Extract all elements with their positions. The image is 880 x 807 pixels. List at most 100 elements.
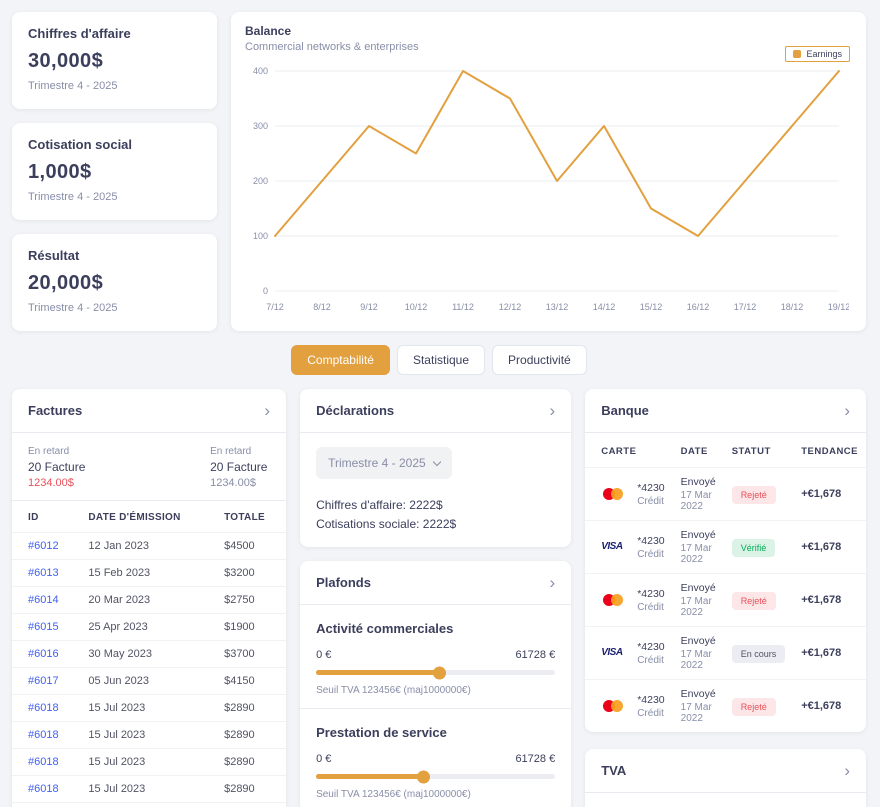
invoice-total: $2890 (216, 802, 287, 807)
chevron-right-icon[interactable]: › (844, 760, 850, 780)
slider-min-value: 0 € (316, 649, 332, 661)
invoice-total: $4150 (216, 667, 287, 695)
card-brand-icon (601, 591, 629, 609)
transaction-date: 17 Mar 2022 (680, 649, 712, 671)
summary-count: 20 Facture (28, 460, 86, 474)
transaction-date: 17 Mar 2022 (680, 702, 712, 724)
invoice-id-link[interactable]: #6018 (28, 702, 59, 714)
svg-text:13/12: 13/12 (546, 302, 569, 312)
declaration-line: Chiffres d'affaire: 2222$ (316, 498, 443, 512)
bank-table-body: *4230 Crédit Envoyé 17 Mar 2022 Rejeté +… (585, 467, 866, 732)
column-header-date: DATE D'ÉMISSION (88, 512, 181, 523)
invoices-table: ID DATE D'ÉMISSION TOTALE #6012 12 Jan 2… (12, 501, 287, 807)
stat-value: 30,000$ (28, 50, 104, 72)
period-select-value: Trimestre 4 - 2025 (328, 456, 426, 470)
tab-comptabilite[interactable]: Comptabilité (291, 345, 390, 375)
transaction-status-text: Envoyé (680, 476, 716, 488)
card-type: Crédit (637, 548, 664, 560)
stat-column: Chiffres d'affaire 30,000$ Trimestre 4 -… (12, 12, 217, 331)
declarations-lines: Chiffres d'affaire: 2222$ Cotisations so… (300, 481, 571, 547)
tab-statistique[interactable]: Statistique (396, 345, 486, 375)
invoice-date: 12 Jan 2023 (80, 532, 217, 560)
card-type: Crédit (637, 495, 664, 507)
svg-text:10/12: 10/12 (405, 302, 428, 312)
factures-title: Factures (28, 403, 83, 418)
invoice-row: #6014 20 Mar 2023 $2750 (12, 586, 287, 614)
invoice-id-link[interactable]: #6018 (28, 756, 59, 768)
plafond-slider-track[interactable] (316, 770, 556, 783)
column-header-id: ID (28, 512, 39, 523)
trend-amount: +€1,678 (793, 467, 866, 521)
tab-productivite[interactable]: Productivité (492, 345, 587, 375)
period-select[interactable]: Trimestre 4 - 2025 (316, 447, 452, 479)
invoice-id-link[interactable]: #6014 (28, 594, 59, 606)
chart-subtitle: Commercial networks & enterprises (245, 41, 419, 53)
legend-label: Earnings (806, 49, 842, 59)
card-number: *4230 (637, 693, 665, 706)
svg-text:8/12: 8/12 (313, 302, 331, 312)
invoice-total: $1900 (216, 613, 287, 641)
summary-amount: 1234.00$ (28, 477, 74, 489)
invoice-row: #6013 15 Feb 2023 $3200 (12, 559, 287, 587)
invoice-id-link[interactable]: #6017 (28, 675, 59, 687)
chevron-right-icon[interactable]: › (549, 572, 556, 592)
stat-value: 20,000$ (28, 272, 104, 294)
invoice-total: $2890 (216, 721, 287, 749)
bank-transaction-row: *4230 Crédit Envoyé 17 Mar 2022 Rejeté +… (585, 573, 866, 627)
invoice-id-link[interactable]: #6013 (28, 567, 59, 579)
chart-legend[interactable]: Earnings (785, 46, 850, 62)
svg-text:14/12: 14/12 (593, 302, 616, 312)
transaction-date: 17 Mar 2022 (680, 596, 712, 618)
plafond-slider-fill (316, 666, 447, 679)
plafond-slider-handle[interactable] (433, 666, 447, 679)
plafond-slider-track[interactable] (316, 666, 556, 679)
overdue-summary-right: En retard 20 Facture 1234.00$ (210, 446, 270, 489)
transaction-date: 17 Mar 2022 (680, 543, 712, 565)
column-header-statut: STATUT (731, 446, 771, 457)
column-header-carte: CARTE (601, 446, 637, 457)
transaction-status-text: Envoyé (680, 582, 716, 594)
trend-amount: +€1,678 (793, 573, 866, 627)
summary-label: En retard (210, 446, 252, 457)
chevron-right-icon[interactable]: › (549, 400, 556, 420)
stat-value: 1,000$ (28, 161, 92, 183)
trend-amount: +€1,678 (793, 520, 866, 574)
status-badge: Rejeté (731, 697, 776, 716)
svg-text:19/12: 19/12 (828, 302, 849, 312)
chevron-right-icon[interactable]: › (844, 400, 850, 420)
summary-count: 20 Facture (210, 460, 268, 474)
stat-period: Trimestre 4 - 2025 (28, 191, 118, 203)
bank-transaction-row: *4230 Crédit Envoyé 17 Mar 2022 Rejeté +… (585, 679, 866, 732)
banque-card: Banque › CARTE DATE STATUT TENDANCE (585, 389, 866, 732)
stat-card-resultat: Résultat 20,000$ Trimestre 4 - 2025 (12, 234, 217, 331)
transaction-status-text: Envoyé (680, 688, 716, 700)
invoice-row: #6018 15 Jul 2023 $2890 (12, 721, 287, 749)
invoice-total: $4500 (216, 532, 287, 560)
transaction-status-text: Envoyé (680, 529, 716, 541)
status-badge: Rejeté (731, 485, 776, 504)
invoice-id-link[interactable]: #6012 (28, 540, 59, 552)
invoice-id-link[interactable]: #6018 (28, 729, 59, 741)
chevron-right-icon[interactable]: › (264, 400, 271, 420)
chart-title: Balance (245, 24, 292, 38)
svg-text:100: 100 (253, 231, 268, 241)
transaction-date: 17 Mar 2022 (680, 490, 712, 512)
tva-card: TVA › Juin 2025 TVA collectée: 2222€ TVA… (585, 749, 866, 807)
invoice-id-link[interactable]: #6018 (28, 783, 59, 795)
svg-text:17/12: 17/12 (734, 302, 757, 312)
factures-card: Factures › En retard 20 Facture 1234.00$… (12, 389, 287, 807)
bank-transactions-table: CARTE DATE STATUT TENDANCE *4230 Crédit (585, 433, 866, 732)
invoice-total: $2890 (216, 775, 287, 803)
card-type: Crédit (637, 601, 664, 613)
svg-text:15/12: 15/12 (640, 302, 663, 312)
bank-transaction-row: *4230 Crédit Envoyé 17 Mar 2022 Rejeté +… (585, 467, 866, 521)
plafond-slider-handle[interactable] (416, 770, 430, 783)
invoice-row: #6016 30 May 2023 $3700 (12, 640, 287, 668)
svg-text:0: 0 (263, 286, 268, 296)
stat-title: Résultat (28, 248, 80, 263)
invoice-id-link[interactable]: #6015 (28, 621, 59, 633)
card-brand-icon (601, 538, 629, 556)
svg-text:200: 200 (253, 176, 268, 186)
invoice-id-link[interactable]: #6016 (28, 648, 59, 660)
